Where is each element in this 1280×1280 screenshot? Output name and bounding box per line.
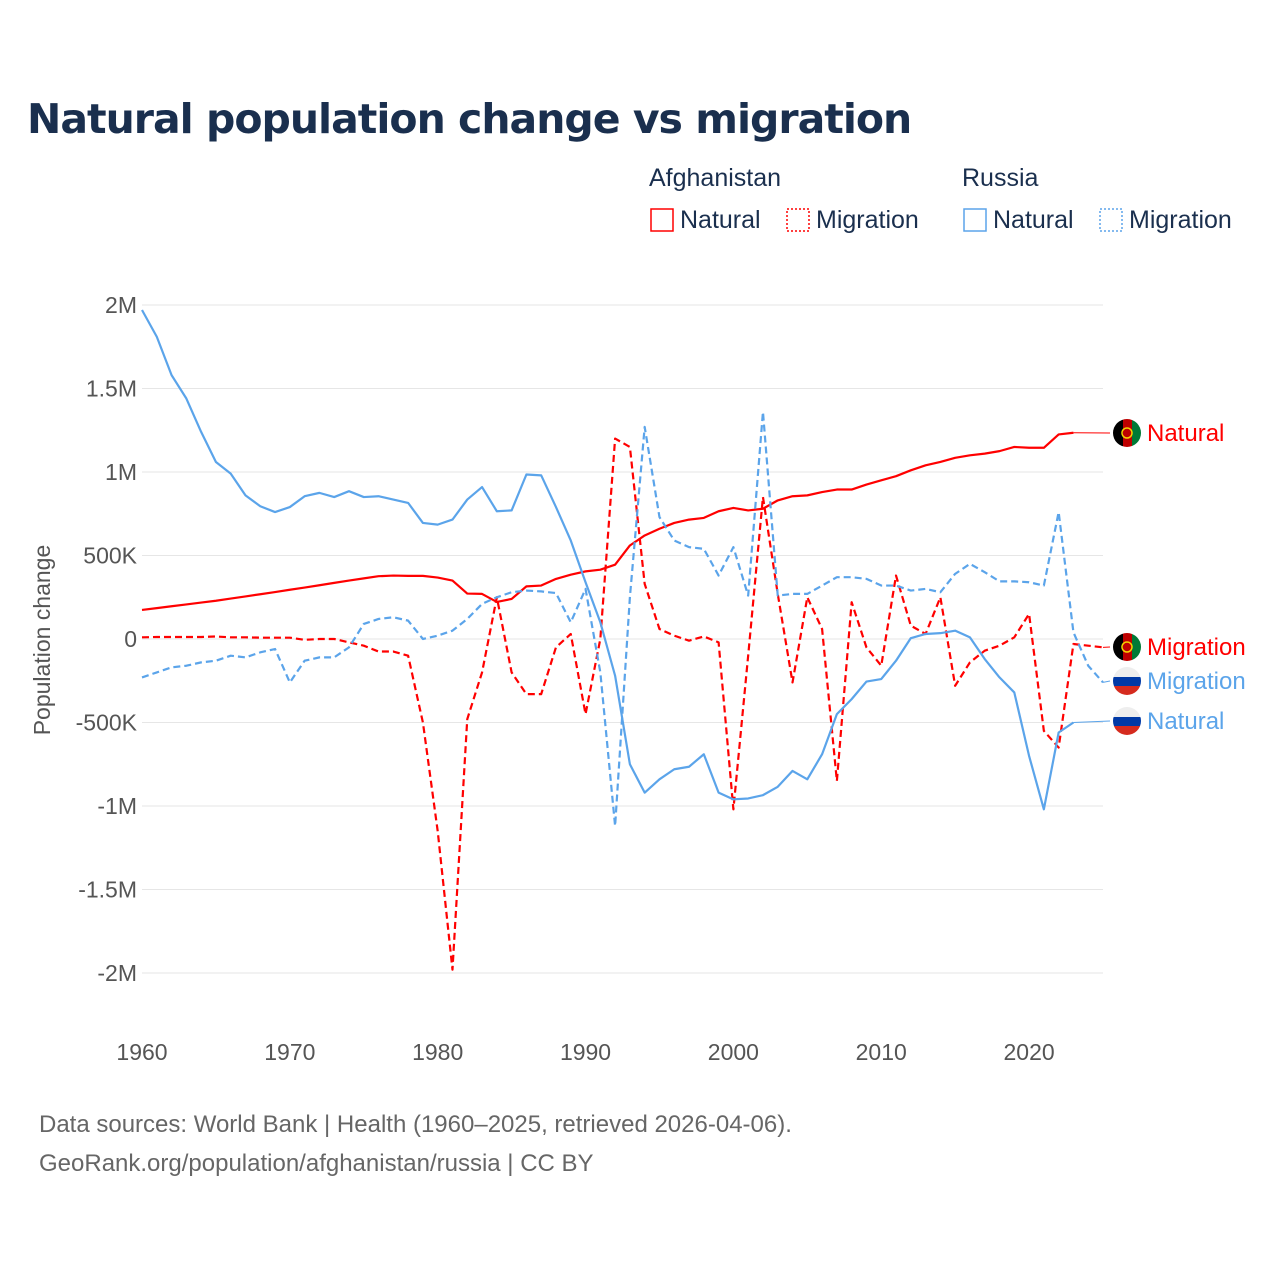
series-line-russia-natural[interactable] [141,309,1075,811]
legend-group-afghanistan: Afghanistan [649,164,781,192]
legend-group-russia: Russia [962,164,1039,192]
russia-flag-icon [1113,667,1141,695]
y-tick-label: 1M [105,459,137,485]
series-line-russia-migration[interactable] [141,410,1104,828]
end-label-text: Migration [1147,668,1246,695]
legend-swatch-afghanistan-natural[interactable] [650,208,674,232]
series-lines [141,309,1104,971]
legend-label-afghanistan-migration[interactable]: Migration [816,206,919,234]
x-tick-label: 2000 [708,1039,759,1065]
end-label-text: Natural [1147,708,1224,735]
y-tick-label: 2M [105,292,137,318]
x-tick-label: 1990 [560,1039,611,1065]
gridlines [142,304,1103,974]
end-labels: Natural Migration Migration Natural [1073,419,1246,735]
afghanistan-flag-icon [1113,633,1141,661]
y-tick-label: -1.5M [78,877,137,903]
end-label-afghanistan-natural: Natural [1073,419,1224,447]
end-label-afghanistan-migration: Migration [1102,633,1246,661]
y-tick-labels: 2M 1.5M 1M 500K 0 -500K -1M -1.5M -2M [76,292,138,986]
x-tick-labels: 1960 1970 1980 1990 2000 2010 2020 [116,1039,1054,1065]
x-tick-label: 1970 [264,1039,315,1065]
y-tick-label: -500K [76,710,138,736]
x-tick-label: 1960 [116,1039,167,1065]
y-tick-label: 1.5M [86,376,137,402]
end-label-russia-migration: Migration [1102,667,1246,695]
legend-label-russia-natural[interactable]: Natural [993,206,1074,234]
series-line-afghanistan-migration[interactable] [141,437,1104,971]
series-line-afghanistan-natural[interactable] [141,431,1074,612]
afghanistan-flag-icon [1113,419,1141,447]
y-tick-label: 500K [83,543,137,569]
legend-label-russia-migration[interactable]: Migration [1129,206,1232,234]
legend-swatch-afghanistan-migration[interactable] [786,208,810,232]
footer-sources: Data sources: World Bank | Health (1960–… [39,1111,792,1138]
russia-flag-icon [1113,707,1141,735]
y-tick-label: -2M [97,960,137,986]
end-label-text: Migration [1147,634,1246,661]
x-tick-label: 1980 [412,1039,463,1065]
y-axis-title: Population change [29,545,55,736]
end-label-russia-natural: Natural [1073,707,1224,735]
legend: Afghanistan Russia Natural Migration Nat… [649,164,1232,234]
connector-line [1073,720,1111,723]
legend-label-afghanistan-natural[interactable]: Natural [680,206,761,234]
footer-link[interactable]: GeoRank.org/population/afghanistan/russi… [39,1150,594,1177]
legend-swatch-russia-natural[interactable] [963,208,987,232]
chart-title: Natural population change vs migration [27,95,911,143]
end-label-text: Natural [1147,420,1224,447]
legend-swatch-russia-migration[interactable] [1099,208,1123,232]
y-tick-label: -1M [97,793,137,819]
y-tick-label: 0 [124,626,137,652]
x-tick-label: 2020 [1003,1039,1054,1065]
connector-line [1102,680,1111,683]
x-tick-label: 2010 [856,1039,907,1065]
